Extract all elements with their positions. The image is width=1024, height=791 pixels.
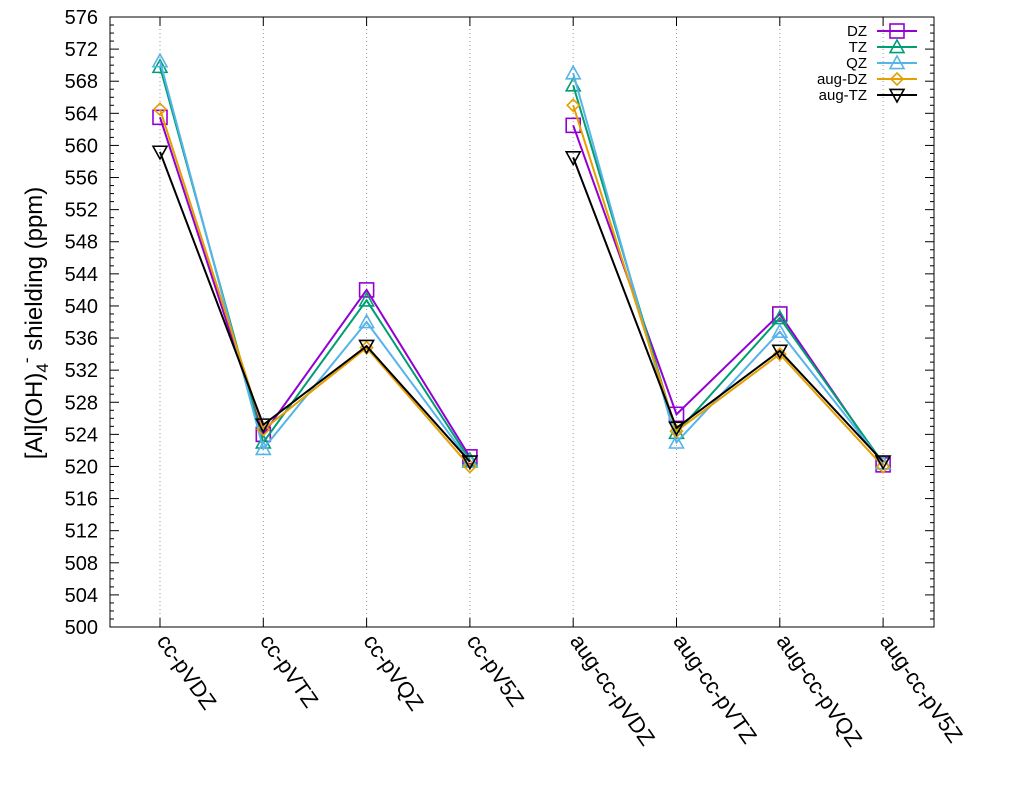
legend-label: aug-DZ (817, 71, 867, 88)
y-label-suffix: shielding (ppm) (21, 187, 48, 358)
legend-marker (888, 88, 906, 104)
y-tick-label: 532 (65, 360, 98, 382)
data-point-aug-TZ (254, 418, 272, 434)
legend-marker (889, 71, 905, 87)
legend-marker (888, 38, 906, 54)
data-point-DZ (771, 306, 788, 322)
data-point-TZ (358, 291, 375, 307)
data-point-aug-TZ (874, 455, 892, 471)
series-line-aug-TZ (572, 157, 884, 463)
y-label-superscript: - (17, 357, 36, 363)
y-tick-label: 568 (65, 71, 98, 93)
x-tick-label: cc-pVTZ (255, 630, 323, 712)
series-line-DZ (572, 125, 884, 466)
data-point-QZ (771, 322, 789, 339)
y-tick-label: 524 (65, 424, 98, 446)
y-tick-label: 572 (65, 39, 98, 61)
legend-marker (888, 54, 906, 70)
series-aug-TZ (151, 145, 892, 471)
data-point-QZ (254, 440, 272, 456)
y-label-main: [Al](OH) (21, 373, 48, 460)
grid-lines (159, 17, 884, 627)
y-label-subscript: 4 (33, 363, 52, 372)
plot-border (109, 16, 935, 628)
series-line-TZ (159, 66, 471, 461)
data-point-aug-TZ (668, 421, 685, 437)
y-tick-label: 536 (65, 328, 98, 350)
y-tick-label: 552 (65, 200, 98, 222)
x-tick-label: aug-cc-pVDZ (565, 630, 660, 750)
y-tick-label: 528 (65, 392, 98, 414)
y-tick-label: 504 (65, 585, 98, 607)
y-tick-label: 540 (65, 296, 98, 318)
legend-label: DZ (847, 23, 867, 40)
y-axis-label: [Al](OH)4- shielding (ppm) (17, 187, 52, 460)
x-tick-label: aug-cc-pVTZ (668, 630, 761, 748)
y-tick-label: 560 (65, 135, 98, 157)
x-tick-label: aug-cc-pV5Z (875, 630, 968, 748)
legend-item-DZ: DZ (847, 23, 917, 40)
legend-item-aug-TZ: aug-TZ (819, 87, 917, 104)
data-point-aug-TZ (151, 145, 169, 161)
y-tick-label: 500 (65, 617, 98, 639)
axes (109, 16, 935, 628)
series-aug-DZ (152, 98, 891, 474)
y-tick-label: 576 (65, 7, 98, 29)
data-point-aug-DZ (256, 422, 271, 437)
data-point-aug-TZ (461, 455, 479, 471)
y-tick-label: 556 (65, 168, 98, 190)
data-point-aug-DZ (875, 459, 891, 474)
data-series (151, 52, 892, 474)
series-line-aug-TZ (159, 151, 471, 463)
data-point-aug-DZ (566, 98, 581, 113)
legend-label: QZ (846, 55, 867, 72)
data-point-DZ (358, 282, 375, 298)
data-point-aug-TZ (564, 151, 582, 167)
y-tick-label: 516 (65, 489, 98, 511)
data-point-QZ (358, 313, 375, 329)
x-tick-label: cc-pVQZ (359, 630, 429, 715)
y-tick-label: 520 (65, 456, 98, 478)
legend-item-aug-DZ: aug-DZ (817, 71, 917, 88)
data-point-aug-TZ (358, 339, 375, 355)
y-tick-label: 508 (65, 553, 98, 575)
legend-item-TZ: TZ (849, 38, 917, 56)
legend-marker (889, 23, 905, 39)
x-tick-label: aug-cc-pVQZ (772, 630, 868, 752)
data-point-aug-DZ (462, 459, 478, 474)
y-tick-label: 544 (65, 264, 98, 286)
x-tick-label: cc-pVDZ (152, 630, 222, 714)
legend-item-QZ: QZ (846, 54, 917, 72)
series-line-QZ (572, 72, 884, 464)
data-point-aug-DZ (152, 102, 168, 117)
legend-label: TZ (849, 39, 867, 56)
data-point-QZ (668, 433, 685, 449)
y-tick-label: 564 (65, 103, 98, 125)
series-line-TZ (572, 84, 884, 464)
data-point-QZ (151, 52, 169, 68)
y-tick-label: 548 (65, 232, 98, 254)
legend-label: aug-TZ (819, 87, 867, 104)
data-point-aug-TZ (771, 344, 789, 360)
data-point-QZ (564, 64, 582, 80)
x-tick-label: cc-pV5Z (462, 630, 529, 711)
series-line-aug-DZ (572, 104, 884, 468)
series-line-aug-DZ (159, 108, 471, 468)
y-tick-label: 512 (65, 521, 98, 543)
series-line-DZ (159, 117, 471, 458)
